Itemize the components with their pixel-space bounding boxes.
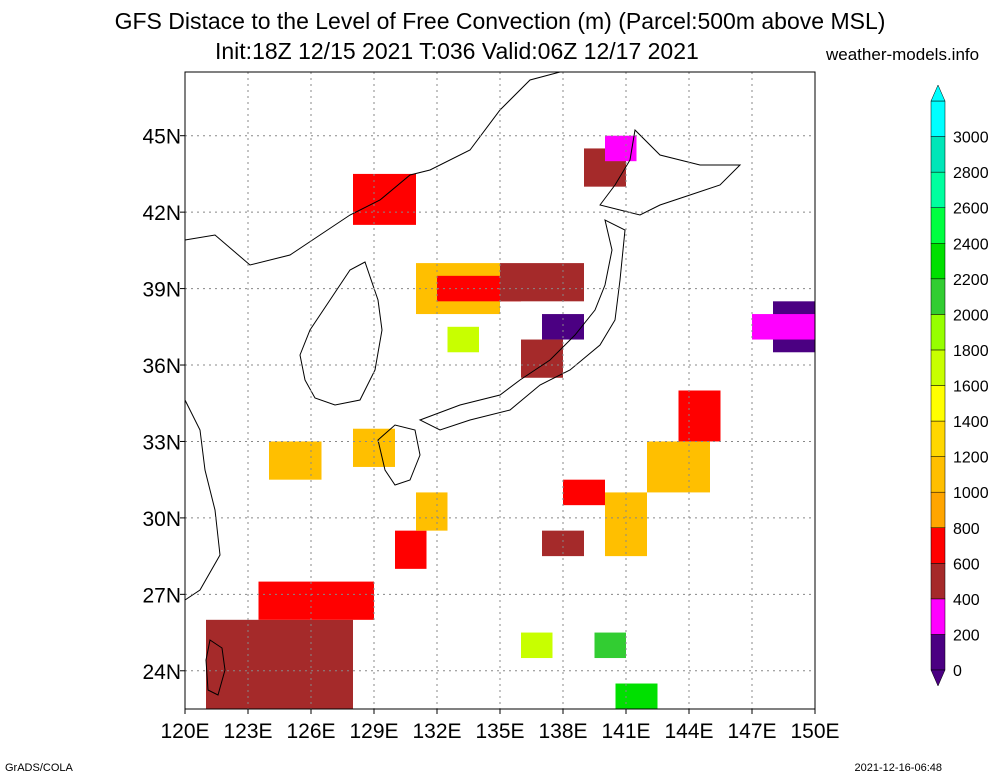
colorbar-swatch — [930, 314, 946, 351]
colorbar-swatch — [930, 385, 946, 422]
colorbar-label: 2200 — [953, 272, 989, 289]
colorbar-swatch — [930, 420, 946, 457]
lfc-field-patch — [269, 441, 322, 480]
colorbar-swatch — [930, 598, 946, 635]
lfc-field-patch — [605, 135, 637, 162]
lfc-field-patch — [258, 581, 374, 620]
colorbar: 0 200 400 600 800 1000 1200 1400 1600 1800 2000 220… — [930, 84, 989, 687]
longitude-tick-label: 144E — [664, 720, 713, 743]
longitude-tick-label: 126E — [286, 720, 335, 743]
lfc-field-patch — [395, 530, 427, 569]
colorbar-swatch — [930, 456, 946, 493]
coastline-japan-hokkaido — [599, 128, 742, 216]
longitude-tick-label: 150E — [790, 720, 839, 743]
longitude-tick-label: 120E — [160, 720, 209, 743]
latitude-tick-label: 30N — [142, 508, 181, 531]
latitude-tick-label: 39N — [142, 279, 181, 302]
credit-label: GrADS/COLA — [5, 762, 73, 774]
colorbar-swatch — [930, 634, 946, 671]
latitude-tick-label: 27N — [142, 584, 181, 607]
colorbar-swatch — [930, 563, 946, 600]
colorbar-label: 2400 — [953, 236, 989, 253]
latitude-tick-label: 36N — [142, 355, 181, 378]
colorbar-label: 2000 — [953, 307, 989, 324]
coastline-asia-mainland — [184, 71, 585, 266]
coastline-korea — [299, 261, 383, 406]
lfc-field-patch — [594, 632, 626, 659]
colorbar-swatch — [930, 207, 946, 244]
colorbar-label: 1200 — [953, 450, 989, 467]
colorbar-swatch — [930, 278, 946, 315]
colorbar-label: 200 — [953, 627, 980, 644]
coastline-japan-kyushu — [377, 424, 421, 486]
latitude-tick-label: 24N — [142, 661, 181, 684]
latitude-tick-label: 42N — [142, 202, 181, 225]
colorbar-label: 600 — [953, 556, 980, 573]
lfc-field-patch — [678, 390, 721, 442]
lfc-field-patch — [500, 263, 584, 302]
colorbar-label: 1600 — [953, 379, 989, 396]
lfc-field-patch — [447, 326, 479, 353]
colorbar-top-arrow — [930, 84, 946, 102]
chart-subtitle: Init:18Z 12/15 2021 T:036 Valid:06Z 12/1… — [215, 38, 699, 64]
colorbar-label: 2800 — [953, 165, 989, 182]
latitude-tick-label: 45N — [142, 126, 181, 149]
coastline-china-east — [184, 399, 221, 601]
colorbar-label: 1000 — [953, 485, 989, 502]
lfc-field-patch — [563, 479, 605, 506]
map-gridlines — [185, 72, 815, 709]
colorbar-label: 800 — [953, 521, 980, 538]
longitude-tick-label: 135E — [475, 720, 524, 743]
latitude-tick-labels: 24N 27N 30N 33N 36N 39N 42N 45N — [142, 126, 185, 684]
longitude-tick-label: 132E — [412, 720, 461, 743]
colorbar-label: 2600 — [953, 201, 989, 218]
lfc-field-patch — [605, 492, 647, 557]
colorbar-bottom-arrow — [930, 669, 946, 687]
latitude-tick-label: 33N — [142, 431, 181, 454]
lfc-field-patch — [206, 619, 353, 709]
colorbar-swatch — [930, 527, 946, 564]
colorbar-swatch — [930, 136, 946, 173]
lfc-field-patch — [416, 492, 448, 531]
longitude-tick-label: 141E — [601, 720, 650, 743]
colorbar-label: 1400 — [953, 414, 989, 431]
colorbar-label: 0 — [953, 663, 962, 680]
colorbar-swatch — [930, 491, 946, 528]
longitude-tick-labels: 120E 123E 126E 129E 132E 135E 138E 141E 144E 147E… — [160, 709, 840, 743]
colorbar-swatch — [930, 100, 946, 137]
colorbar-swatch — [930, 171, 946, 208]
colorbar-label: 400 — [953, 592, 980, 609]
site-label: weather-models.info — [826, 45, 980, 64]
timestamp-label: 2021-12-16-06:48 — [854, 762, 942, 774]
lfc-field-patch — [521, 632, 553, 659]
lfc-field-patch — [542, 314, 584, 340]
lfc-field-patch — [615, 683, 658, 709]
colorbar-label: 3000 — [953, 130, 989, 147]
lfc-field-patch — [521, 339, 563, 378]
coastline-layer — [184, 71, 742, 696]
colorbar-label: 1800 — [953, 343, 989, 360]
lfc-field-layer — [206, 135, 815, 709]
lfc-field-patch — [647, 441, 710, 493]
coastline-japan-honshu — [418, 219, 626, 431]
lfc-field-patch — [353, 428, 395, 467]
longitude-tick-label: 147E — [727, 720, 776, 743]
longitude-tick-label: 138E — [538, 720, 587, 743]
colorbar-swatch — [930, 243, 946, 280]
lfc-field-patch — [353, 173, 416, 225]
coastline-taiwan — [205, 639, 226, 696]
chart-title: GFS Distace to the Level of Free Convect… — [114, 8, 886, 34]
colorbar-swatch — [930, 349, 946, 386]
longitude-tick-label: 123E — [223, 720, 272, 743]
lfc-field-patch — [752, 314, 815, 340]
longitude-tick-label: 129E — [349, 720, 398, 743]
